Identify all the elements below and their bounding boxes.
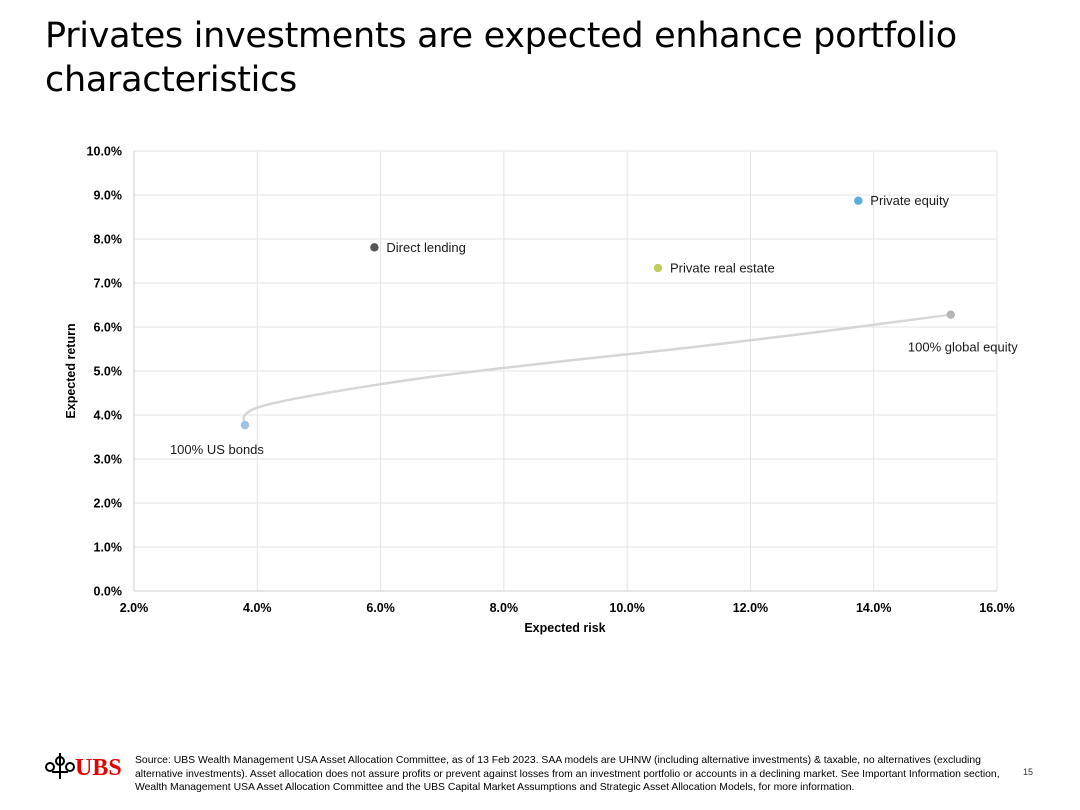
data-label: Direct lending [386, 240, 466, 255]
keys-icon [45, 753, 75, 779]
data-point [240, 420, 250, 430]
ubs-logo-text: UBS [75, 755, 122, 781]
data-point [370, 243, 379, 252]
data-point [854, 196, 863, 205]
x-tick-label: 12.0% [733, 601, 768, 615]
y-tick-label: 2.0% [94, 497, 123, 511]
y-tick-label: 3.0% [94, 453, 123, 467]
data-label: 100% global equity [908, 340, 1018, 355]
data-label: Private real estate [670, 261, 775, 276]
x-axis-label: Expected risk [524, 621, 605, 635]
y-tick-label: 10.0% [87, 145, 122, 159]
x-tick-label: 8.0% [490, 601, 519, 615]
points-layer: Private equity Direct lending Private real… [170, 193, 1018, 457]
y-tick-label: 8.0% [94, 233, 123, 247]
y-tick-label: 9.0% [94, 189, 123, 203]
source-note: Source: UBS Wealth Management USA Asset … [135, 755, 1000, 794]
y-tick-label: 7.0% [94, 277, 123, 291]
y-tick-label: 4.0% [94, 409, 123, 423]
x-tick-label: 2.0% [120, 601, 149, 615]
data-point [653, 263, 663, 273]
data-label: Private equity [870, 193, 949, 208]
x-tick-label: 16.0% [979, 601, 1014, 615]
frontier-line [242, 313, 953, 427]
x-tick-label: 4.0% [243, 601, 272, 615]
x-tick-label: 10.0% [609, 601, 644, 615]
y-tick-label: 1.0% [94, 541, 123, 555]
data-point [946, 310, 955, 319]
frontier-layer [242, 313, 953, 427]
page-number: 15 [1023, 767, 1034, 777]
y-tick-label: 5.0% [94, 365, 123, 379]
x-tick-label: 6.0% [366, 601, 395, 615]
slide-title: Privates investments are expected enhanc… [45, 16, 957, 100]
scatter-chart: Private equity Direct lending Private real… [64, 145, 1018, 636]
data-label: 100% US bonds [170, 442, 264, 457]
y-tick-label: 0.0% [94, 585, 123, 599]
y-axis-label: Expected return [64, 323, 78, 418]
x-tick-label: 14.0% [856, 601, 891, 615]
y-tick-label: 6.0% [94, 321, 123, 335]
chart-grid [133, 150, 998, 592]
ticks-layer: 0.0% 1.0% 2.0% 3.0% 4.0% 5.0% 6.0% 7.0% 8.0% 9.0%… [87, 145, 1015, 616]
ubs-logo: UBS [45, 753, 122, 781]
